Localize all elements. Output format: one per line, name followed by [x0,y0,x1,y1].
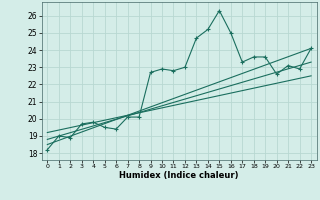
X-axis label: Humidex (Indice chaleur): Humidex (Indice chaleur) [119,171,239,180]
